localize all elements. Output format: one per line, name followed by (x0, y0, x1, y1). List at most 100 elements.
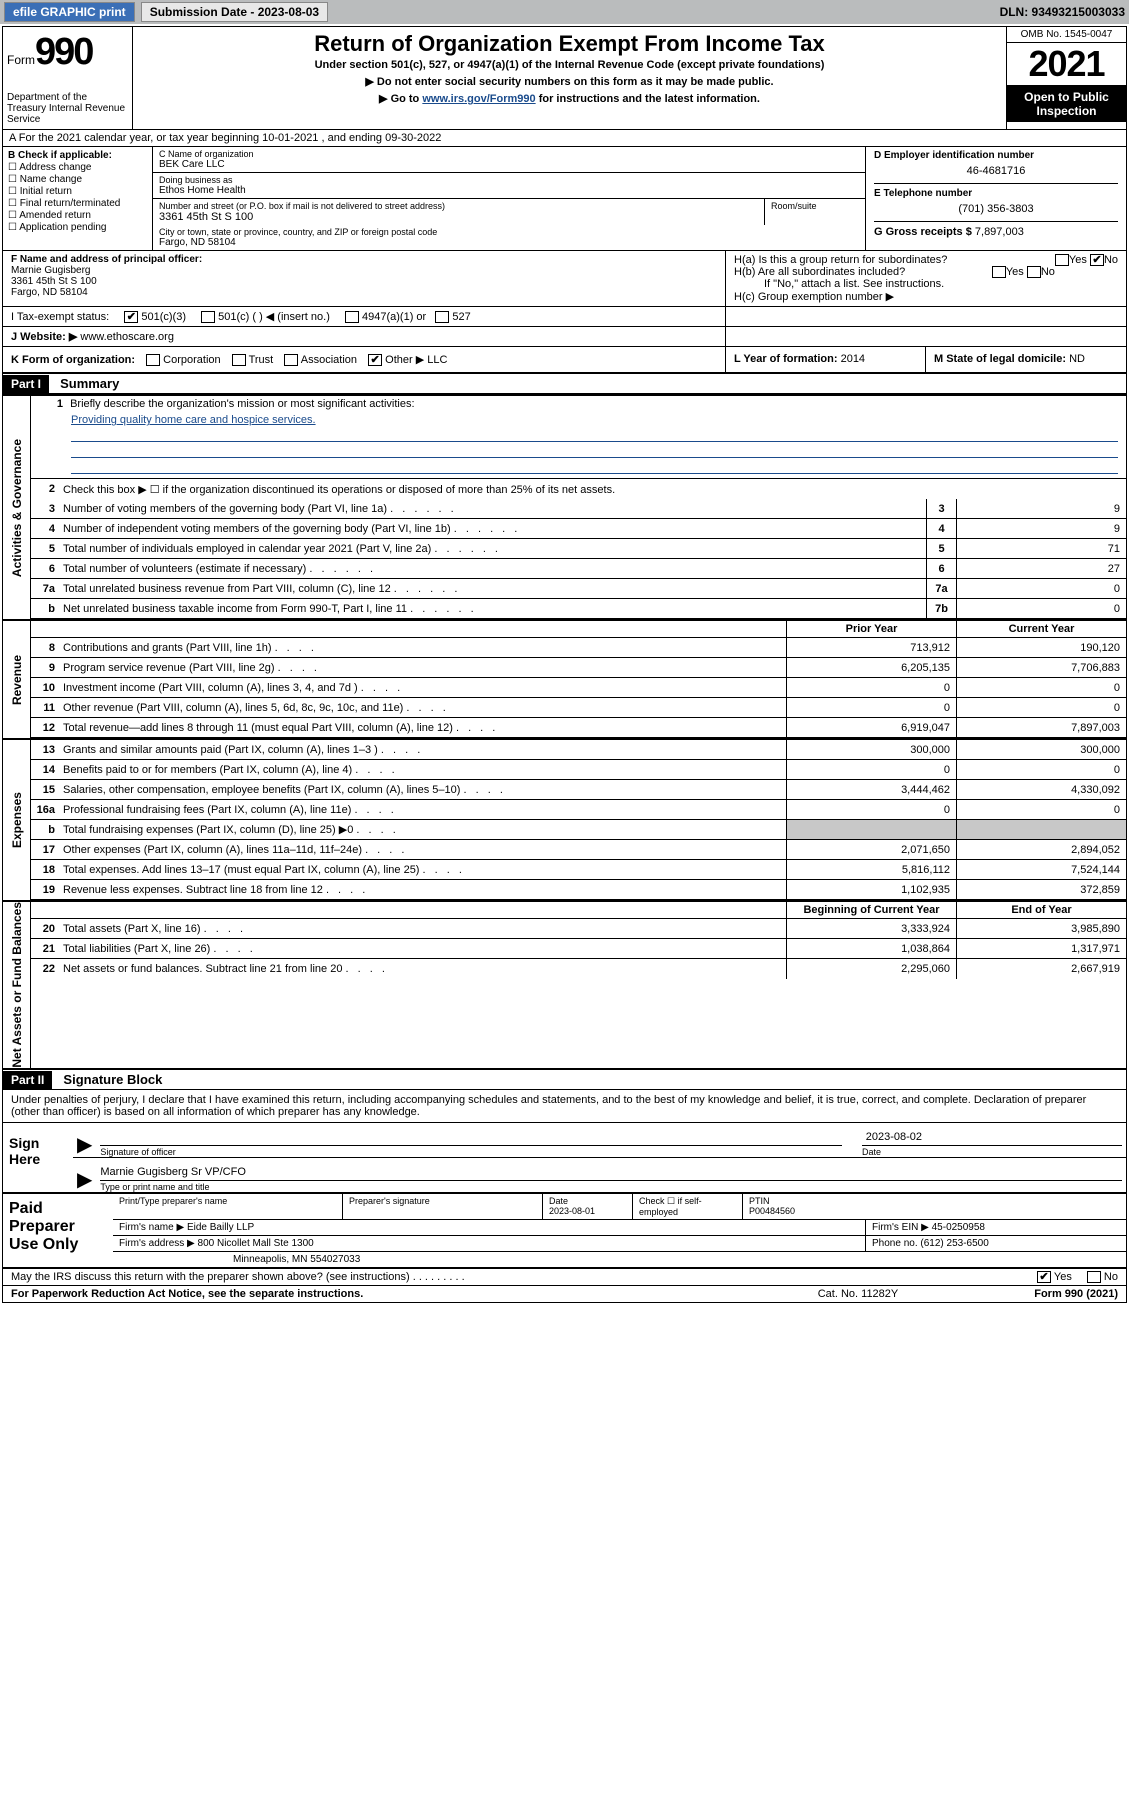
hdr-prior-year: Prior Year (786, 621, 956, 637)
sig-arrow2-icon: ▶ (77, 1167, 92, 1192)
discuss-text: May the IRS discuss this return with the… (11, 1271, 918, 1283)
website-note: ▶ Go to www.irs.gov/Form990 for instruct… (141, 92, 998, 105)
part2-header: Part II Signature Block (3, 1070, 1126, 1090)
hdr-current-year: Current Year (956, 621, 1126, 637)
q1-mission: Briefly describe the organization's miss… (70, 398, 414, 410)
efile-toolbar: efile GRAPHIC print Submission Date - 20… (0, 0, 1129, 24)
ha-yes[interactable] (1055, 254, 1069, 266)
ein-value: 46-4681716 (874, 165, 1118, 177)
dba-label: Doing business as (159, 175, 859, 185)
irs-link[interactable]: www.irs.gov/Form990 (422, 93, 535, 105)
part1-title: Summary (52, 374, 127, 393)
chk-501c[interactable] (201, 311, 215, 323)
form-990: Form 990 Department of the Treasury Inte… (2, 26, 1127, 1303)
firm-ein: 45-0250958 (932, 1222, 985, 1233)
hdr-end-year: End of Year (956, 902, 1126, 918)
chk-address-change[interactable]: ☐ Address change (8, 162, 147, 173)
firm-ein-cell: Firm's EIN ▶ 45-0250958 (866, 1220, 1126, 1235)
firm-addr2: Minneapolis, MN 554027033 (113, 1252, 1126, 1267)
ssn-note: ▶ Do not enter social security numbers o… (141, 75, 998, 88)
form-header: Form 990 Department of the Treasury Inte… (3, 27, 1126, 130)
discuss-yes[interactable] (1037, 1271, 1051, 1283)
ha-no[interactable] (1090, 254, 1104, 266)
exp-lines-17: 17Other expenses (Part IX, column (A), l… (31, 840, 1126, 860)
chk-4947[interactable] (345, 311, 359, 323)
chk-corp[interactable] (146, 354, 160, 366)
form-foot: Form 990 (2021) (958, 1288, 1118, 1300)
paid-preparer-block: Paid Preparer Use Only Print/Type prepar… (3, 1194, 1126, 1269)
efile-print-btn[interactable]: efile GRAPHIC print (4, 2, 135, 22)
room-label: Room/suite (771, 201, 859, 211)
firm-phone: (612) 253-6500 (920, 1238, 988, 1249)
other-val: LLC (427, 354, 447, 366)
paid-preparer-label: Paid Preparer Use Only (3, 1194, 113, 1267)
omb-number: OMB No. 1545-0047 (1007, 27, 1126, 43)
b-label: B Check if applicable: (8, 150, 147, 161)
part2-title: Signature Block (55, 1070, 170, 1089)
rev-lines-12: 12Total revenue—add lines 8 through 11 (… (31, 718, 1126, 738)
exp-lines-b: bTotal fundraising expenses (Part IX, co… (31, 820, 1126, 840)
section-expenses: Expenses 13Grants and similar amounts pa… (3, 738, 1126, 900)
mission-box: Providing quality home care and hospice … (31, 412, 1126, 479)
chk-initial-return[interactable]: ☐ Initial return (8, 186, 147, 197)
discuss-no[interactable] (1087, 1271, 1101, 1283)
org-name: BEK Care LLC (159, 159, 225, 170)
f-officer: F Name and address of principal officer:… (3, 251, 726, 306)
chk-527[interactable] (435, 311, 449, 323)
gov-line-6: 6Total number of volunteers (estimate if… (31, 559, 1126, 579)
street-address: 3361 45th St S 100 (159, 211, 253, 223)
city-cell: City or town, state or province, country… (153, 225, 865, 250)
gov-line-7b: bNet unrelated business taxable income f… (31, 599, 1126, 619)
form-title: Return of Organization Exempt From Incom… (141, 31, 998, 57)
exp-lines-18: 18Total expenses. Add lines 13–17 (must … (31, 860, 1126, 880)
header-right: OMB No. 1545-0047 2021 Open to Public In… (1006, 27, 1126, 129)
sign-here-label: Sign Here (3, 1123, 73, 1192)
prep-self-emp[interactable]: Check ☐ if self-employed (633, 1194, 743, 1219)
chk-app-pending[interactable]: ☐ Application pending (8, 222, 147, 233)
chk-assoc[interactable] (284, 354, 298, 366)
rev-lines-9: 9Program service revenue (Part VIII, lin… (31, 658, 1126, 678)
block-fh: F Name and address of principal officer:… (3, 251, 1126, 307)
addr-row: Number and street (or P.O. box if mail i… (153, 199, 865, 225)
chk-501c3[interactable] (124, 311, 138, 323)
hb-note: If "No," attach a list. See instructions… (734, 278, 1118, 290)
tab-revenue: Revenue (3, 621, 31, 738)
chk-other[interactable] (368, 354, 382, 366)
chk-final-return[interactable]: ☐ Final return/terminated (8, 198, 147, 209)
city-label: City or town, state or province, country… (159, 227, 859, 237)
firm-addr1: 800 Nicollet Mall Ste 1300 (198, 1238, 314, 1249)
gross-receipts: 7,897,003 (975, 226, 1024, 238)
firm-addr-cell: Firm's address ▶ 800 Nicollet Mall Ste 1… (113, 1236, 866, 1251)
chk-amended[interactable]: ☐ Amended return (8, 210, 147, 221)
chk-name-change[interactable]: ☐ Name change (8, 174, 147, 185)
firm-name: Eide Bailly LLP (187, 1222, 254, 1233)
mission-text: Providing quality home care and hospice … (71, 414, 316, 426)
sig-arrow-icon: ▶ (77, 1132, 92, 1157)
section-governance: Activities & Governance 1 Briefly descri… (3, 394, 1126, 619)
prep-name-hdr: Print/Type preparer's name (113, 1194, 343, 1219)
hb-no[interactable] (1027, 266, 1041, 278)
exp-lines-19: 19Revenue less expenses. Subtract line 1… (31, 880, 1126, 900)
form-word: Form (7, 53, 35, 67)
officer-name-label: Type or print name and title (100, 1180, 1122, 1192)
org-name-cell: C Name of organization BEK Care LLC (153, 147, 865, 173)
city-value: Fargo, ND 58104 (159, 237, 236, 248)
tab-governance: Activities & Governance (3, 396, 31, 619)
dba-value: Ethos Home Health (159, 185, 246, 196)
net-lines-21: 21Total liabilities (Part X, line 26) . … (31, 939, 1126, 959)
officer-addr2: Fargo, ND 58104 (11, 287, 717, 298)
hb-row: H(b) Are all subordinates included? Yes … (734, 266, 1118, 278)
part1-label: Part I (3, 375, 49, 393)
prep-sig-hdr: Preparer's signature (343, 1194, 543, 1219)
gov-line-5: 5Total number of individuals employed in… (31, 539, 1126, 559)
sig-date-label: Date (862, 1145, 1122, 1157)
chk-trust[interactable] (232, 354, 246, 366)
prep-date-hdr: Date2023-08-01 (543, 1194, 633, 1219)
tab-net-assets: Net Assets or Fund Balances (3, 902, 31, 1068)
phone-label: E Telephone number (874, 188, 1118, 199)
col-d-ein: D Employer identification number 46-4681… (866, 147, 1126, 250)
tax-year: 2021 (1007, 43, 1126, 86)
hb-yes[interactable] (992, 266, 1006, 278)
exp-lines-15: 15Salaries, other compensation, employee… (31, 780, 1126, 800)
block-bcd: B Check if applicable: ☐ Address change … (3, 147, 1126, 251)
